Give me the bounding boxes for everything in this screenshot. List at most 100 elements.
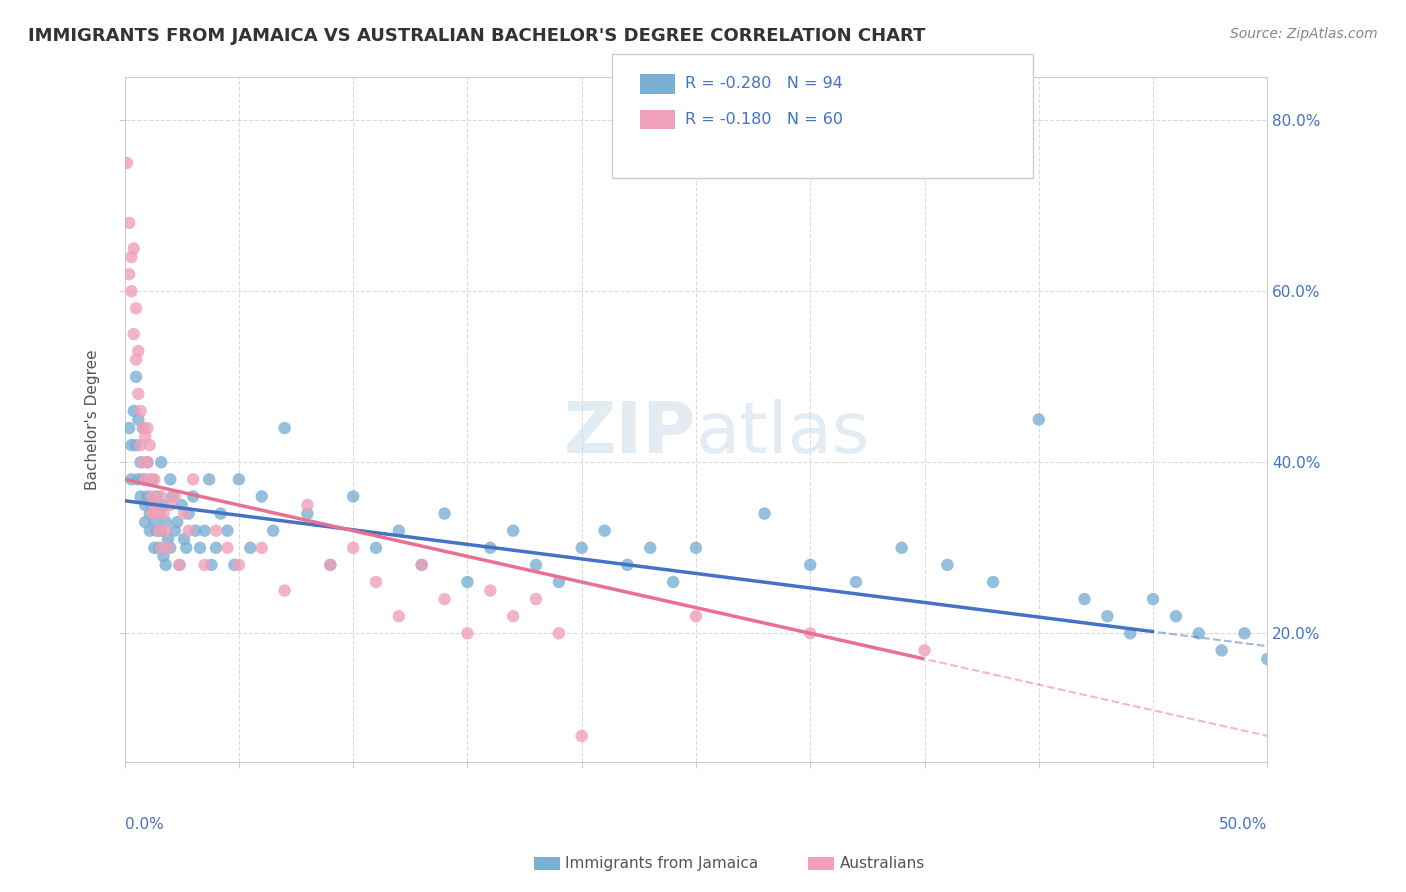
Point — [845, 574, 868, 589]
Point — [799, 558, 821, 572]
Point — [638, 541, 661, 555]
Point — [125, 301, 148, 316]
Point — [132, 472, 155, 486]
Point — [152, 549, 174, 564]
Point — [169, 558, 191, 572]
Point — [127, 472, 149, 486]
Point — [118, 421, 141, 435]
Point — [319, 558, 342, 572]
Point — [169, 558, 191, 572]
Point — [1028, 412, 1050, 426]
Point — [129, 455, 152, 469]
Point — [141, 507, 163, 521]
Point — [170, 498, 193, 512]
Point — [388, 524, 411, 538]
Point — [139, 524, 162, 538]
Text: Australians: Australians — [839, 856, 925, 871]
Point — [150, 541, 173, 555]
Point — [150, 490, 173, 504]
Point — [1142, 592, 1164, 607]
Point — [157, 541, 180, 555]
Point — [118, 267, 141, 281]
Point — [250, 490, 273, 504]
Point — [143, 541, 166, 555]
Point — [145, 507, 167, 521]
Point — [141, 472, 163, 486]
Point — [205, 524, 228, 538]
Point — [616, 558, 638, 572]
Point — [176, 541, 198, 555]
Point — [936, 558, 959, 572]
Point — [121, 472, 143, 486]
Point — [1119, 626, 1142, 640]
Point — [456, 574, 478, 589]
Point — [524, 592, 547, 607]
Point — [524, 558, 547, 572]
Text: 50.0%: 50.0% — [1219, 817, 1267, 832]
Point — [273, 421, 295, 435]
Point — [136, 421, 159, 435]
Point — [152, 498, 174, 512]
Point — [134, 429, 156, 443]
Point — [121, 285, 143, 299]
Point — [209, 507, 232, 521]
Point — [685, 609, 707, 624]
Point — [134, 472, 156, 486]
Point — [319, 558, 342, 572]
Point — [139, 472, 162, 486]
Point — [411, 558, 433, 572]
Text: IMMIGRANTS FROM JAMAICA VS AUSTRALIAN BACHELOR'S DEGREE CORRELATION CHART: IMMIGRANTS FROM JAMAICA VS AUSTRALIAN BA… — [28, 27, 925, 45]
Text: R = -0.180   N = 60: R = -0.180 N = 60 — [685, 112, 842, 127]
Point — [127, 344, 149, 359]
Point — [145, 490, 167, 504]
Y-axis label: Bachelor's Degree: Bachelor's Degree — [86, 349, 100, 490]
Point — [125, 438, 148, 452]
Text: Source: ZipAtlas.com: Source: ZipAtlas.com — [1230, 27, 1378, 41]
Point — [148, 541, 170, 555]
Point — [159, 498, 181, 512]
Point — [411, 558, 433, 572]
Point — [162, 490, 184, 504]
Point — [342, 541, 364, 555]
Point — [181, 472, 204, 486]
Point — [205, 541, 228, 555]
Point — [166, 515, 188, 529]
Point — [799, 626, 821, 640]
Point — [152, 507, 174, 521]
Point — [1073, 592, 1095, 607]
Point — [297, 507, 319, 521]
Point — [217, 541, 239, 555]
Point — [143, 515, 166, 529]
Point — [141, 490, 163, 504]
Point — [139, 438, 162, 452]
Point — [157, 533, 180, 547]
Point — [547, 626, 569, 640]
Point — [200, 558, 222, 572]
Point — [150, 455, 173, 469]
Point — [118, 216, 141, 230]
Point — [159, 472, 181, 486]
Point — [364, 541, 387, 555]
Point — [1188, 626, 1211, 640]
Point — [129, 438, 152, 452]
Point — [1256, 652, 1278, 666]
Point — [981, 574, 1004, 589]
Point — [228, 558, 250, 572]
Point — [273, 583, 295, 598]
Text: 0.0%: 0.0% — [125, 817, 163, 832]
Point — [181, 490, 204, 504]
Point — [115, 156, 138, 170]
Point — [125, 352, 148, 367]
Point — [914, 643, 936, 657]
Point — [433, 507, 456, 521]
Point — [121, 438, 143, 452]
Point — [132, 455, 155, 469]
Point — [148, 507, 170, 521]
Point — [364, 574, 387, 589]
Point — [342, 490, 364, 504]
Point — [502, 524, 524, 538]
Point — [129, 404, 152, 418]
Point — [122, 326, 145, 341]
Point — [150, 524, 173, 538]
Point — [250, 541, 273, 555]
